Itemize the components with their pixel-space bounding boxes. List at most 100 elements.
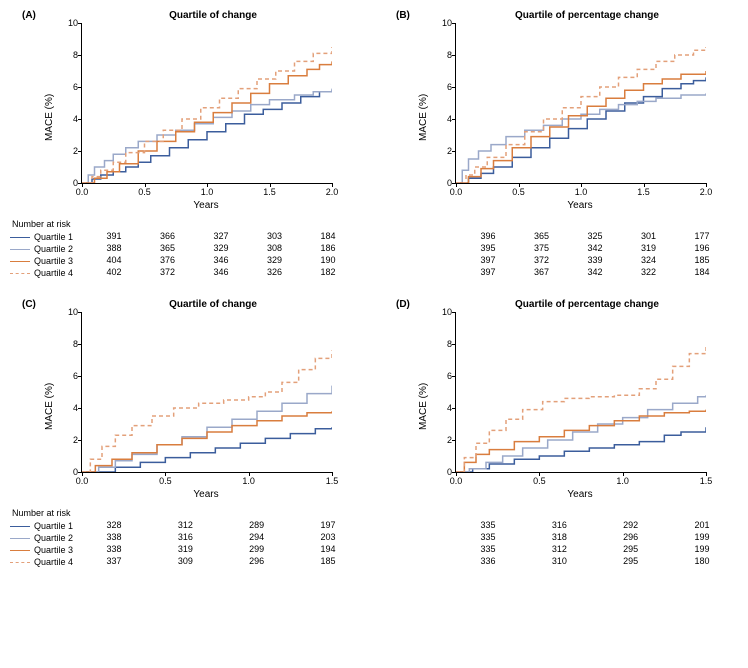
- risk-row: 328312289197: [96, 520, 346, 532]
- risk-row: 338 319 299 194: [96, 544, 346, 556]
- y-tick-label: 2: [432, 146, 452, 156]
- risk-row: 388365329308186: [96, 243, 346, 255]
- risk-cell: 308: [257, 243, 293, 255]
- y-tick-label: 2: [432, 435, 452, 445]
- legend-label: Quartile 3: [34, 545, 73, 555]
- risk-cell: 402: [96, 267, 132, 279]
- risk-cell: 303: [257, 231, 293, 243]
- risk-cell: 318: [541, 532, 577, 544]
- risk-cell: 182: [310, 267, 346, 279]
- risk-cell: 372: [524, 255, 560, 267]
- risk-cell: 329: [203, 243, 239, 255]
- risk-cell: 329: [257, 255, 293, 267]
- legend-swatch-q4: [10, 562, 30, 563]
- risk-cell: 197: [310, 520, 346, 532]
- risk-cell: 346: [203, 267, 239, 279]
- risk-cell: 365: [150, 243, 186, 255]
- panel-title: Quartile of change: [62, 299, 364, 310]
- risk-cell: 185: [310, 556, 346, 568]
- legend-swatch-q3: [10, 261, 30, 262]
- panel-letter: (B): [384, 10, 436, 21]
- y-tick-label: 6: [432, 371, 452, 381]
- risk-cell: 299: [239, 544, 275, 556]
- risk-row: 395375342319196: [470, 243, 720, 255]
- panel-A: (A)Quartile of changeMACE (%)02468100.00…: [10, 10, 364, 279]
- risk-cell: 184: [310, 231, 346, 243]
- risk-cell: 376: [150, 255, 186, 267]
- risk-cell: 367: [524, 267, 560, 279]
- curve-q3: [456, 71, 706, 183]
- panel-title: Quartile of percentage change: [436, 299, 738, 310]
- risk-cell: 194: [310, 544, 346, 556]
- y-tick-label: 4: [58, 114, 78, 124]
- x-tick-label: 1.0: [575, 187, 588, 197]
- risk-cell: 309: [167, 556, 203, 568]
- y-tick-label: 6: [58, 82, 78, 92]
- panel-B: (B)Quartile of percentage changeMACE (%)…: [384, 10, 738, 279]
- risk-row: 396365325301177: [470, 231, 720, 243]
- curve-q3: [82, 411, 332, 472]
- risk-cell: 365: [524, 231, 560, 243]
- risk-cell: 310: [541, 556, 577, 568]
- legend-swatch-q1: [10, 526, 30, 527]
- risk-cell: 346: [203, 255, 239, 267]
- risk-cell: 335: [470, 532, 506, 544]
- x-tick-label: 0.5: [138, 187, 151, 197]
- x-tick-label: 1.5: [700, 476, 713, 486]
- panel-C: (C)Quartile of changeMACE (%)02468100.00…: [10, 299, 364, 568]
- y-tick-label: 8: [432, 339, 452, 349]
- risk-cell: 319: [167, 544, 203, 556]
- x-tick-label: 1.0: [616, 476, 629, 486]
- risk-table: Number at riskQuartile 1Quartile 2Quarti…: [10, 217, 364, 279]
- risk-cell: 296: [613, 532, 649, 544]
- km-curves: [456, 23, 706, 183]
- risk-cell: 338: [96, 532, 132, 544]
- risk-cell: 316: [541, 520, 577, 532]
- risk-header: Number at risk: [10, 219, 96, 229]
- curve-q4: [82, 47, 332, 183]
- risk-cell: 342: [577, 267, 613, 279]
- y-tick-label: 8: [58, 339, 78, 349]
- risk-cell: 328: [96, 520, 132, 532]
- risk-cell: 199: [684, 532, 720, 544]
- risk-row: 397367342322184: [470, 267, 720, 279]
- risk-cell: 339: [577, 255, 613, 267]
- risk-cell: 185: [684, 255, 720, 267]
- risk-row: 335316292201: [470, 520, 720, 532]
- risk-row: 397372339324185: [470, 255, 720, 267]
- risk-cell: 396: [470, 231, 506, 243]
- risk-cell: 326: [257, 267, 293, 279]
- risk-cell: 295: [613, 544, 649, 556]
- risk-cell: 184: [684, 267, 720, 279]
- x-tick-label: 0.5: [159, 476, 172, 486]
- risk-table: Number at riskQuartile 1Quartile 2Quarti…: [10, 506, 364, 568]
- y-tick-label: 4: [58, 403, 78, 413]
- risk-cell: 296: [239, 556, 275, 568]
- legend-label: Quartile 4: [34, 557, 73, 567]
- y-tick-label: 2: [58, 435, 78, 445]
- risk-cell: 404: [96, 255, 132, 267]
- risk-cell: 177: [684, 231, 720, 243]
- legend-swatch-q4: [10, 273, 30, 274]
- risk-cell: 324: [631, 255, 667, 267]
- x-tick-label: 1.0: [201, 187, 214, 197]
- risk-cell: 325: [577, 231, 613, 243]
- x-tick-label: 0.0: [76, 187, 89, 197]
- y-tick-label: 6: [58, 371, 78, 381]
- legend-swatch-q3: [10, 550, 30, 551]
- panel-D: (D)Quartile of percentage changeMACE (%)…: [384, 299, 738, 568]
- risk-cell: 201: [684, 520, 720, 532]
- x-tick-label: 1.5: [263, 187, 276, 197]
- y-tick-label: 10: [58, 307, 78, 317]
- risk-row: 402372346326182: [96, 267, 346, 279]
- legend-label: Quartile 3: [34, 256, 73, 266]
- x-tick-label: 0.5: [512, 187, 525, 197]
- risk-cell: 397: [470, 267, 506, 279]
- risk-cell: 186: [310, 243, 346, 255]
- y-axis-label: MACE (%): [416, 312, 429, 500]
- x-tick-label: 0.0: [450, 187, 463, 197]
- risk-cell: 196: [684, 243, 720, 255]
- risk-cell: 327: [203, 231, 239, 243]
- risk-cell: 338: [96, 544, 132, 556]
- legend-label: Quartile 1: [34, 521, 73, 531]
